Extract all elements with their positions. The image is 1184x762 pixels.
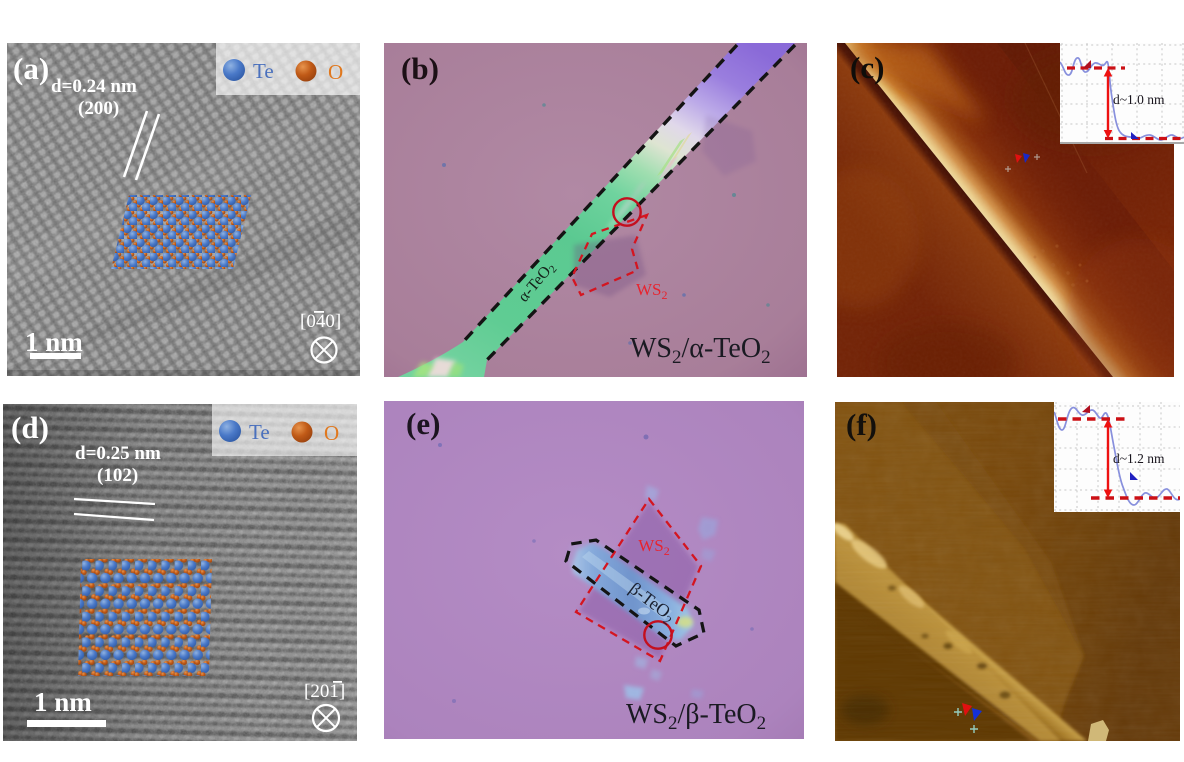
svg-text:(b): (b) xyxy=(401,51,439,86)
svg-text:(a): (a) xyxy=(13,51,49,86)
svg-text:(d): (d) xyxy=(11,410,49,445)
svg-text:(102): (102) xyxy=(97,465,138,486)
svg-text:Te: Te xyxy=(249,420,270,444)
svg-text:[040]: [040] xyxy=(300,311,341,332)
svg-text:d~1.0 nm: d~1.0 nm xyxy=(1113,92,1165,107)
svg-text:(200): (200) xyxy=(78,98,119,119)
svg-text:O: O xyxy=(324,421,339,445)
svg-text:Te: Te xyxy=(253,59,274,83)
svg-text:O: O xyxy=(328,60,343,84)
svg-text:WS2: WS2 xyxy=(638,536,670,558)
svg-text:WS2: WS2 xyxy=(636,280,668,302)
svg-text:WS2/α-TeO2: WS2/α-TeO2 xyxy=(630,333,771,368)
svg-text:WS2/β-TeO2: WS2/β-TeO2 xyxy=(626,699,766,734)
svg-text:(c): (c) xyxy=(850,50,884,85)
svg-text:[201]: [201] xyxy=(304,681,345,702)
svg-text:(e): (e) xyxy=(406,406,440,441)
svg-text:1 nm: 1 nm xyxy=(34,687,92,717)
svg-text:(f): (f) xyxy=(846,407,877,442)
svg-text:1 nm: 1 nm xyxy=(25,327,83,357)
svg-text:d~1.2 nm: d~1.2 nm xyxy=(1113,451,1165,466)
svg-text:d=0.25 nm: d=0.25 nm xyxy=(75,443,161,464)
svg-text:d=0.24 nm: d=0.24 nm xyxy=(51,76,137,97)
